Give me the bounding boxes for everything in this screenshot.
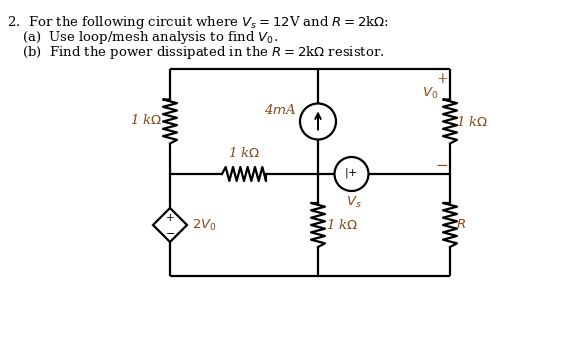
Text: (b)  Find the power dissipated in the $R = 2$k$\Omega$ resistor.: (b) Find the power dissipated in the $R … bbox=[22, 44, 385, 61]
Text: $2V_0$: $2V_0$ bbox=[192, 217, 217, 233]
Text: $-$: $-$ bbox=[435, 157, 449, 171]
Text: 1 k$\Omega$: 1 k$\Omega$ bbox=[130, 112, 162, 127]
Text: +: + bbox=[436, 72, 448, 86]
Text: +: + bbox=[166, 213, 175, 223]
Text: 2.  For the following circuit where $V_s = 12$V and $R = 2$k$\Omega$:: 2. For the following circuit where $V_s … bbox=[7, 14, 389, 31]
Text: 1 k$\Omega$: 1 k$\Omega$ bbox=[456, 115, 488, 128]
Text: $|$+: $|$+ bbox=[343, 166, 358, 180]
Text: $V_0$: $V_0$ bbox=[422, 86, 438, 101]
Text: (a)  Use loop/mesh analysis to find $V_0$.: (a) Use loop/mesh analysis to find $V_0$… bbox=[22, 29, 278, 46]
Text: 4$m$A: 4$m$A bbox=[264, 103, 296, 116]
Text: $-$: $-$ bbox=[165, 227, 175, 237]
Text: $V_s$: $V_s$ bbox=[346, 195, 361, 210]
Text: 1 k$\Omega$: 1 k$\Omega$ bbox=[326, 218, 358, 232]
Text: 1 k$\Omega$: 1 k$\Omega$ bbox=[228, 146, 260, 160]
Text: $R$: $R$ bbox=[456, 218, 466, 232]
